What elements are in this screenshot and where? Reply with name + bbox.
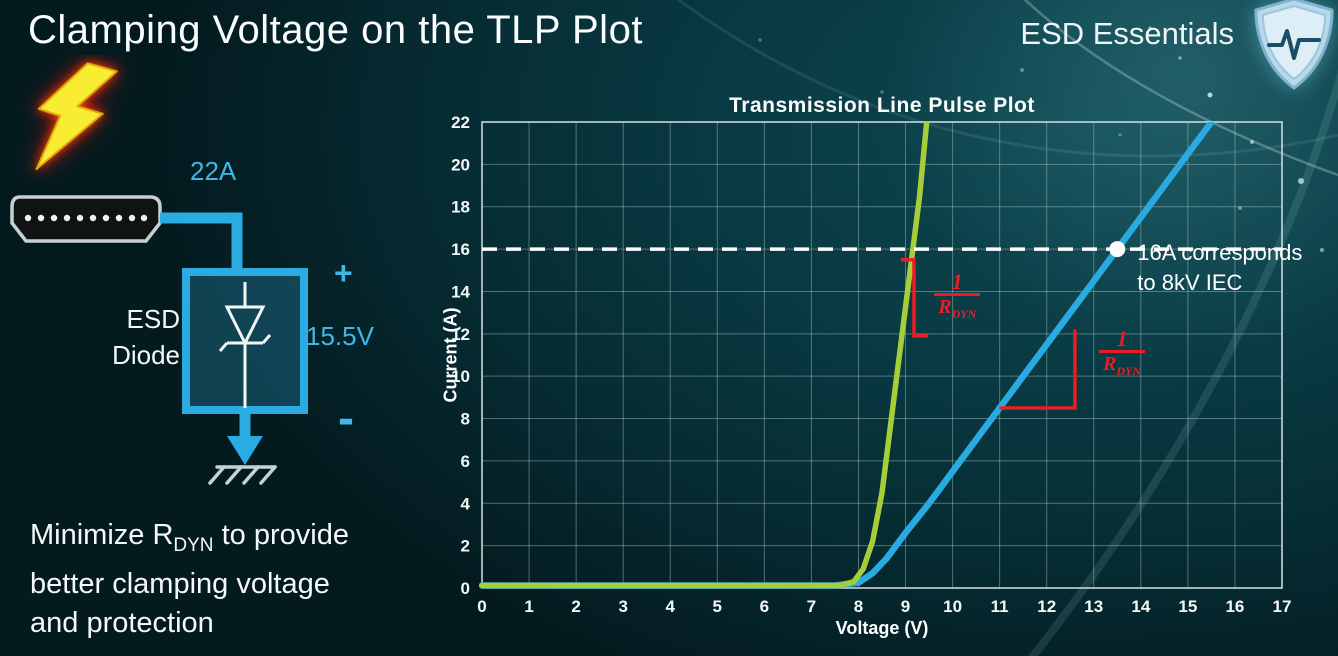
y-tick-label: 14 — [451, 282, 470, 301]
note-line1-post: to provide — [213, 519, 349, 551]
x-tick-label: 5 — [713, 597, 722, 616]
arrow-down-icon — [227, 436, 263, 465]
x-tick-label: 15 — [1178, 597, 1197, 616]
y-tick-label: 18 — [451, 198, 470, 217]
note-line2: better clamping voltage — [30, 567, 330, 600]
rdyn-fraction-label: 1 RDYN — [934, 270, 981, 325]
x-tick-label: 14 — [1131, 597, 1150, 616]
wire — [160, 212, 243, 276]
takeaway-note: Minimize RDYN to provide better clamping… — [30, 516, 349, 643]
x-tick-label: 9 — [901, 597, 910, 616]
x-tick-label: 13 — [1084, 597, 1103, 616]
iec-level-annotation: 16A corresponds to 8kV IEC — [1137, 238, 1302, 298]
y-tick-label: 0 — [461, 579, 470, 598]
note-line3: and protection — [30, 606, 214, 639]
note-line1-pre: Minimize R — [30, 519, 174, 551]
ground-symbol-icon — [208, 465, 277, 485]
page-title: Clamping Voltage on the TLP Plot — [28, 8, 643, 52]
zener-diode-icon — [218, 282, 272, 408]
hdmi-connector-icon — [10, 195, 162, 243]
x-tick-label: 10 — [943, 597, 962, 616]
rdyn-fraction-label: 1 RDYN — [1099, 328, 1145, 382]
x-tick-label: 6 — [760, 597, 769, 616]
x-tick-label: 3 — [618, 597, 627, 616]
minus-polarity-label: - — [338, 392, 354, 445]
clamp-voltage-label: 15.5V — [306, 321, 374, 351]
shield-pulse-icon — [1254, 0, 1334, 90]
x-tick-label: 11 — [991, 597, 1009, 616]
iec-annotation-line1: 16A corresponds — [1137, 240, 1303, 266]
x-tick-label: 0 — [477, 597, 486, 616]
x-axis-label: Voltage (V) — [835, 618, 929, 638]
y-tick-label: 8 — [461, 410, 470, 429]
esd-protection-diagram: 22A ESD Diode + 15.5V - — [0, 55, 420, 500]
x-tick-label: 12 — [1037, 597, 1056, 616]
tlp-plot: Transmission Line Pulse Plot Current (A)… — [416, 88, 1338, 656]
plus-polarity-label: + — [334, 255, 353, 291]
esd-diode-label-line1: ESD — [126, 304, 180, 334]
x-tick-label: 1 — [524, 597, 533, 616]
esd-diode-label: ESD Diode — [60, 301, 180, 373]
series-green-curve-lower-rdyn — [479, 122, 930, 589]
plot-canvas: 0 1 2 3 4 5 6 7 8 9 10 11 12 13 14 15 16 1702468101214161… — [451, 113, 1292, 616]
x-tick-label: 2 — [571, 597, 580, 616]
y-tick-label: 12 — [451, 325, 470, 344]
y-tick-label: 16 — [451, 240, 470, 259]
y-tick-label: 20 — [451, 155, 470, 174]
y-tick-label: 2 — [461, 537, 470, 556]
y-tick-label: 6 — [461, 452, 470, 471]
x-tick-label: 4 — [666, 597, 676, 616]
x-tick-label: 7 — [807, 597, 816, 616]
y-tick-label: 4 — [461, 494, 471, 513]
lightning-bolt-icon — [35, 62, 118, 171]
iec-annotation-line2: to 8kV IEC — [1137, 270, 1243, 296]
y-tick-label: 22 — [451, 113, 470, 132]
y-tick-label: 10 — [451, 367, 470, 386]
surge-current-label: 22A — [190, 156, 237, 186]
x-tick-label: 8 — [854, 597, 863, 616]
x-tick-label: 16 — [1225, 597, 1244, 616]
brand-title: ESD Essentials — [1020, 16, 1234, 51]
esd-diode-label-line2: Diode — [112, 340, 180, 370]
iec-marker-dot — [1109, 241, 1126, 258]
note-line1-sub: DYN — [173, 534, 214, 556]
note-line1: Minimize RDYN to provide — [30, 516, 349, 565]
x-tick-label: 17 — [1273, 597, 1292, 616]
